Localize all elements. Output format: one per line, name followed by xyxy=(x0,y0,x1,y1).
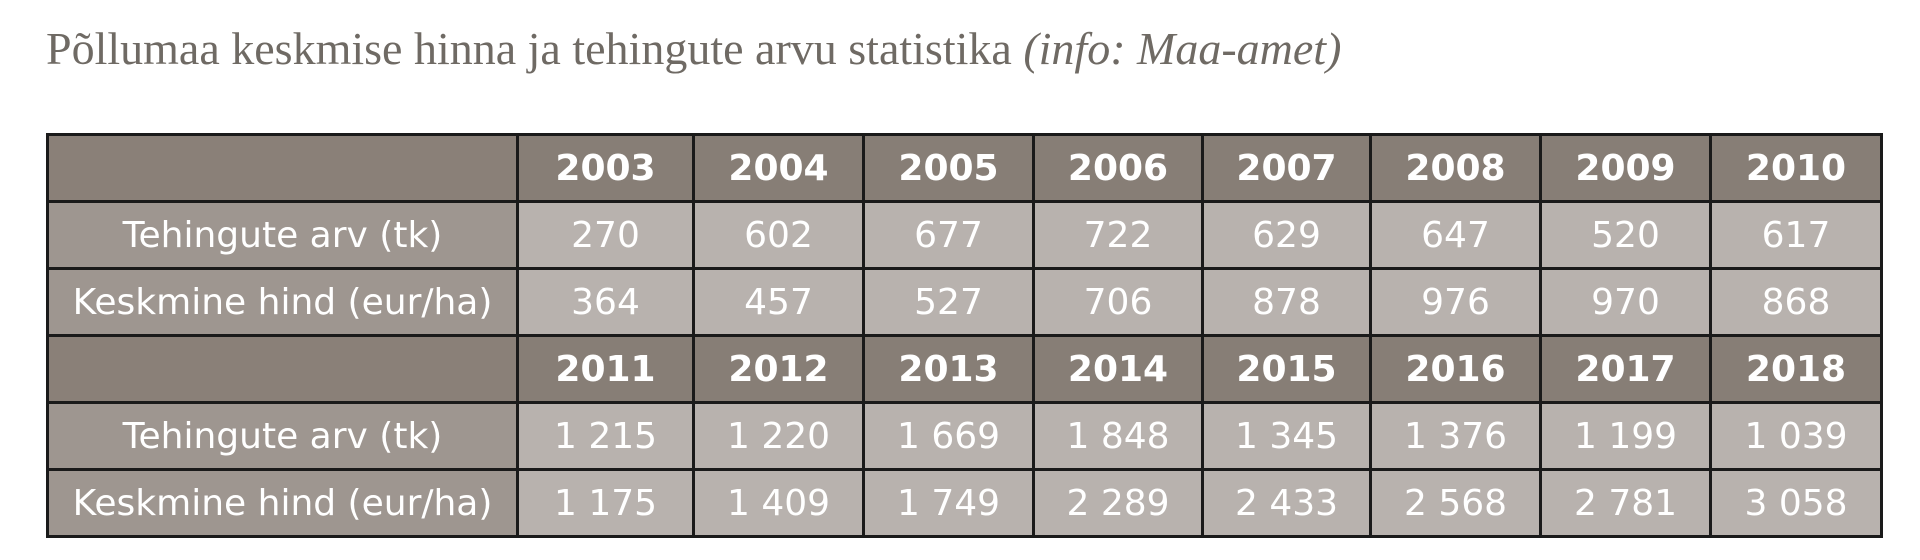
value-cell: 3 058 xyxy=(1709,468,1883,538)
value-cell: 629 xyxy=(1201,200,1372,270)
statistics-table: 2003 2004 2005 2006 2007 2008 2009 2010 Tehingut… xyxy=(46,133,1883,538)
value-cell: 1 220 xyxy=(692,401,865,471)
year-header-cell: 2006 xyxy=(1032,133,1204,203)
table-body: 2003 2004 2005 2006 2007 2008 2009 2010 Tehingut… xyxy=(46,133,1883,538)
row-label-cell: Keskmine hind (eur/ha) xyxy=(46,267,519,337)
header-corner-cell xyxy=(46,133,519,203)
year-header-row: 2011 2012 2013 2014 2015 2016 2017 2018 xyxy=(46,334,1883,404)
value-cell: 520 xyxy=(1539,200,1712,270)
value-cell: 2 433 xyxy=(1201,468,1372,538)
value-cell: 457 xyxy=(692,267,865,337)
value-cell: 1 669 xyxy=(862,401,1035,471)
year-header-cell: 2009 xyxy=(1539,133,1712,203)
value-cell: 868 xyxy=(1709,267,1883,337)
value-cell: 1 848 xyxy=(1032,401,1204,471)
title-source: (info: Maa-amet) xyxy=(1023,23,1342,74)
year-header-cell: 2015 xyxy=(1201,334,1372,404)
year-header-cell: 2016 xyxy=(1369,334,1542,404)
year-header-cell: 2011 xyxy=(516,334,695,404)
table-row: Keskmine hind (eur/ha) 364 457 527 706 878 976… xyxy=(46,267,1883,337)
value-cell: 2 781 xyxy=(1539,468,1712,538)
title-main: Põllumaa keskmise hinna ja tehingute arv… xyxy=(46,23,1012,74)
row-label-cell: Keskmine hind (eur/ha) xyxy=(46,468,519,538)
value-cell: 2 568 xyxy=(1369,468,1542,538)
year-header-cell: 2013 xyxy=(862,334,1035,404)
value-cell: 527 xyxy=(862,267,1035,337)
table-row: Tehingute arv (tk) 270 602 677 722 629 647 520 6… xyxy=(46,200,1883,270)
year-header-row: 2003 2004 2005 2006 2007 2008 2009 2010 xyxy=(46,133,1883,203)
value-cell: 1 376 xyxy=(1369,401,1542,471)
page-title: Põllumaa keskmise hinna ja tehingute arv… xyxy=(46,22,1341,75)
year-header-cell: 2007 xyxy=(1201,133,1372,203)
value-cell: 722 xyxy=(1032,200,1204,270)
year-header-cell: 2004 xyxy=(692,133,865,203)
value-cell: 1 039 xyxy=(1709,401,1883,471)
header-corner-cell xyxy=(46,334,519,404)
row-label-cell: Tehingute arv (tk) xyxy=(46,401,519,471)
row-label-cell: Tehingute arv (tk) xyxy=(46,200,519,270)
value-cell: 1 175 xyxy=(516,468,695,538)
value-cell: 706 xyxy=(1032,267,1204,337)
table-row: Keskmine hind (eur/ha) 1 175 1 409 1 749 2 2… xyxy=(46,468,1883,538)
value-cell: 1 345 xyxy=(1201,401,1372,471)
year-header-cell: 2017 xyxy=(1539,334,1712,404)
year-header-cell: 2012 xyxy=(692,334,865,404)
value-cell: 647 xyxy=(1369,200,1542,270)
value-cell: 364 xyxy=(516,267,695,337)
value-cell: 677 xyxy=(862,200,1035,270)
value-cell: 270 xyxy=(516,200,695,270)
value-cell: 976 xyxy=(1369,267,1542,337)
value-cell: 617 xyxy=(1709,200,1883,270)
value-cell: 878 xyxy=(1201,267,1372,337)
year-header-cell: 2003 xyxy=(516,133,695,203)
value-cell: 1 409 xyxy=(692,468,865,538)
value-cell: 1 215 xyxy=(516,401,695,471)
year-header-cell: 2018 xyxy=(1709,334,1883,404)
year-header-cell: 2014 xyxy=(1032,334,1204,404)
value-cell: 1 199 xyxy=(1539,401,1712,471)
year-header-cell: 2010 xyxy=(1709,133,1883,203)
year-header-cell: 2005 xyxy=(862,133,1035,203)
value-cell: 1 749 xyxy=(862,468,1035,538)
table-row: Tehingute arv (tk) 1 215 1 220 1 669 1 848 1 … xyxy=(46,401,1883,471)
year-header-cell: 2008 xyxy=(1369,133,1542,203)
value-cell: 2 289 xyxy=(1032,468,1204,538)
value-cell: 602 xyxy=(692,200,865,270)
value-cell: 970 xyxy=(1539,267,1712,337)
